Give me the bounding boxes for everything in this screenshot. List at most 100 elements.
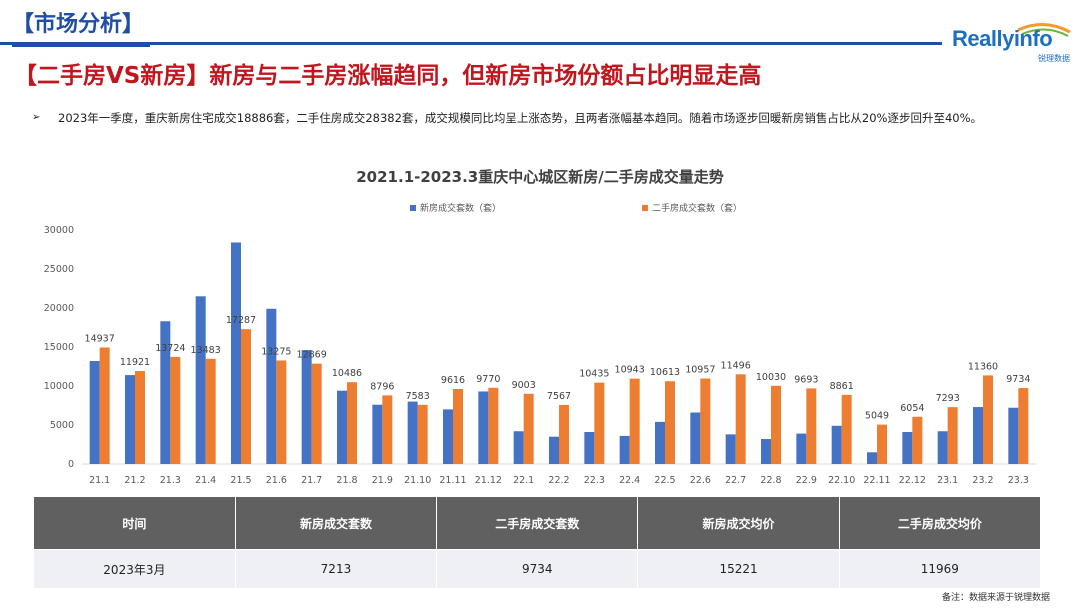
- data-label: 5049: [865, 411, 889, 422]
- bar-new-house: [867, 452, 877, 464]
- table-header-time: 时间: [34, 497, 236, 550]
- bar-new-house: [796, 433, 807, 464]
- data-label: 10943: [615, 365, 645, 376]
- bar-new-house: [619, 435, 630, 464]
- bar-new-house: [655, 421, 665, 464]
- data-label: 10030: [756, 372, 786, 383]
- data-label: 11360: [968, 361, 998, 372]
- footnote: 备注：数据来源于锐理数据: [941, 593, 1050, 603]
- logo-graphic: [1017, 23, 1071, 37]
- x-tick-label: 22.6: [690, 475, 711, 486]
- table-cell-new-price: 15221: [637, 549, 840, 588]
- bar-new-house: [89, 361, 100, 464]
- x-tick-label: 21.11: [439, 475, 466, 486]
- data-label: 11921: [120, 357, 150, 368]
- bar-new-house: [549, 436, 559, 464]
- x-tick-label: 21.8: [336, 475, 357, 486]
- bar-second-hand: [205, 358, 216, 464]
- bar-new-house: [761, 439, 771, 464]
- bar-new-house: [125, 375, 135, 464]
- data-label: 17287: [226, 315, 256, 326]
- x-tick-label: 21.10: [404, 475, 431, 486]
- bar-new-house: [690, 412, 701, 464]
- x-tick-label: 21.12: [475, 475, 502, 486]
- x-tick-label: 21.1: [89, 475, 110, 486]
- bar-second-hand: [311, 363, 322, 464]
- data-label: 14937: [85, 333, 115, 344]
- x-tick-label: 21.3: [160, 475, 181, 486]
- y-tick-label: 25000: [44, 264, 74, 275]
- bar-second-hand: [99, 347, 110, 464]
- bar-second-hand: [700, 378, 711, 464]
- chart-container: 2021.1-2023.3重庆中心城区新房/二手房成交量走势 新房成交套数（套）…: [0, 160, 1080, 490]
- table-header-second-count: 二手房成交套数: [436, 497, 639, 550]
- bar-second-hand: [947, 407, 958, 464]
- data-label: 13483: [191, 345, 221, 356]
- data-label: 12869: [297, 350, 327, 361]
- bar-chart: 新房成交套数（套） 二手房成交套数（套） 0 5000 10000 15000 20000 2…: [44, 202, 1036, 486]
- bar-new-house: [337, 390, 347, 464]
- data-label: 13275: [261, 346, 291, 357]
- legend-swatch-1: [642, 205, 648, 211]
- data-label: 9616: [441, 375, 465, 386]
- x-tick-label: 22.5: [654, 475, 675, 486]
- bar-second-hand: [877, 424, 887, 464]
- x-tick-label: 21.6: [266, 475, 287, 486]
- x-tick-label: 23.2: [972, 475, 993, 486]
- bar-second-hand: [488, 387, 499, 464]
- data-label: 7293: [936, 393, 960, 404]
- x-tick-label: 22.7: [725, 475, 746, 486]
- header-divider: [0, 42, 942, 45]
- bar-second-hand: [735, 374, 746, 464]
- section-tag: 【市场分析】: [12, 6, 151, 47]
- bar-second-hand: [1018, 388, 1029, 464]
- x-tick-label: 23.1: [937, 475, 958, 486]
- x-tick-label: 22.1: [513, 475, 534, 486]
- table-header-row: 时间 新房成交套数 二手房成交套数 新房成交均价 二手房成交均价: [34, 497, 1042, 550]
- bar-new-house: [1008, 407, 1019, 464]
- chart-title: 2021.1-2023.3重庆中心城区新房/二手房成交量走势: [356, 168, 724, 186]
- table-cell-new-count: 7213: [235, 549, 438, 588]
- bar-new-house: [443, 409, 453, 464]
- y-tick-label: 5000: [50, 420, 74, 431]
- bar-second-hand: [417, 404, 428, 464]
- bar-second-hand: [453, 388, 463, 464]
- table-row: 2023年3月 7213 9734 15221 11969: [34, 549, 1042, 588]
- bar-new-house: [513, 431, 524, 464]
- logo-text: Reallyinfo: [952, 26, 1053, 51]
- x-tick-label: 22.10: [828, 475, 855, 486]
- bar-new-house: [266, 308, 277, 464]
- data-label: 8796: [370, 381, 394, 392]
- legend-swatch-0: [410, 205, 416, 211]
- table-header-second-price: 二手房成交均价: [839, 497, 1042, 550]
- x-tick-label: 23.3: [1008, 475, 1029, 486]
- data-label: 7567: [547, 391, 571, 402]
- x-tick-label: 22.3: [584, 475, 605, 486]
- y-tick-label: 10000: [44, 381, 74, 392]
- brand-logo: Reallyinfo 锐理数据: [952, 22, 1076, 66]
- x-tick-label: 21.5: [230, 475, 251, 486]
- x-tick-label: 22.12: [899, 475, 926, 486]
- table-header-new-price: 新房成交均价: [637, 497, 840, 550]
- y-tick-label: 30000: [44, 225, 74, 236]
- x-tick-label: 21.7: [301, 475, 322, 486]
- legend-label-0: 新房成交套数（套）: [420, 202, 501, 214]
- x-tick-label: 22.9: [796, 475, 817, 486]
- y-tick-label: 15000: [44, 342, 74, 353]
- data-label: 9770: [476, 374, 500, 385]
- x-tick-label: 21.9: [372, 475, 393, 486]
- bar-second-hand: [983, 375, 993, 464]
- data-label: 9693: [794, 374, 818, 385]
- x-tick-label: 22.8: [760, 475, 781, 486]
- data-label: 10435: [579, 369, 609, 380]
- x-tick-label: 22.11: [863, 475, 890, 486]
- legend-label-1: 二手房成交套数（套）: [652, 202, 742, 214]
- bar-second-hand: [665, 381, 675, 464]
- data-label: 9734: [1006, 374, 1030, 385]
- bar-second-hand: [841, 394, 852, 464]
- bar-second-hand: [170, 356, 181, 464]
- page-headline: 【二手房VS新房】新房与二手房涨幅趋同，但新房市场份额占比明显走高: [14, 63, 762, 89]
- bar-new-house: [973, 407, 983, 464]
- table-cell-second-count: 9734: [436, 549, 639, 588]
- data-label: 13724: [155, 343, 185, 354]
